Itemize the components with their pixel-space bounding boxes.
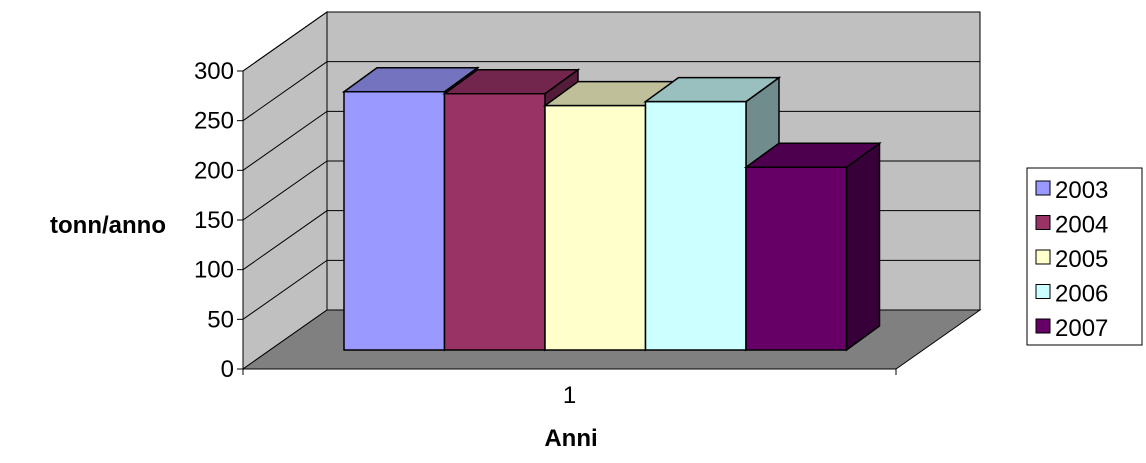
legend: 2003 2004 2005 2006 2007 — [1026, 167, 1143, 346]
x-tick-label: 1 — [563, 382, 576, 409]
y-tick-label: 100 — [194, 257, 234, 284]
legend-swatch — [1035, 284, 1051, 299]
bar-2007 — [743, 141, 882, 352]
x-axis-title: Anni — [544, 425, 597, 452]
legend-swatch — [1035, 249, 1051, 265]
legend-label: 2005 — [1055, 246, 1108, 273]
y-tick-label: 0 — [221, 356, 234, 383]
y-axis-title: tonn/anno — [50, 212, 166, 239]
y-tick-label: 200 — [194, 157, 234, 184]
legend-swatch — [1035, 215, 1051, 230]
legend-label: 2007 — [1055, 315, 1108, 342]
bars — [341, 66, 882, 352]
gridline — [242, 11, 980, 72]
x-axis-ticks: 1 — [242, 368, 897, 409]
legend-label: 2003 — [1055, 177, 1108, 204]
legend-swatch — [1035, 180, 1051, 196]
bar-front — [544, 104, 647, 351]
y-tick-label: 300 — [194, 58, 234, 85]
bar-side — [845, 141, 881, 352]
y-tick-label: 250 — [194, 108, 234, 135]
bar-front — [745, 166, 848, 351]
legend-label: 2006 — [1055, 281, 1108, 308]
y-axis-ticks: 0 50 100 150 200 250 300 — [194, 58, 243, 383]
bar-front — [343, 90, 446, 351]
bar-front — [644, 100, 747, 351]
legend-swatch — [1035, 318, 1051, 334]
gridline — [242, 61, 980, 122]
y-tick-label: 50 — [207, 306, 234, 333]
legend-label: 2004 — [1055, 212, 1108, 239]
y-tick-label: 150 — [194, 207, 234, 234]
bar-front — [443, 92, 546, 351]
